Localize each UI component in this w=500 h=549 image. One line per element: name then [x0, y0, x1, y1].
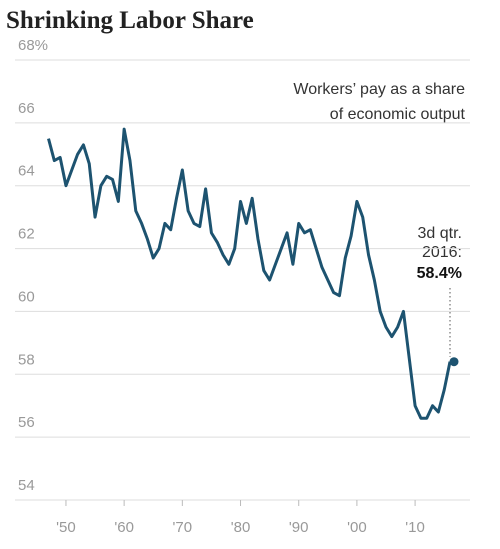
y-tick-label: 62 [18, 226, 35, 243]
y-tick-label: 66 [18, 100, 35, 117]
chart-title: Shrinking Labor Share [6, 7, 254, 34]
end-label: 58.4% [417, 265, 462, 282]
x-tick-label: '50 [56, 519, 76, 536]
annotation: 3d qtr. [418, 225, 462, 242]
annotation: 2016: [422, 244, 462, 261]
annotation: of economic output [330, 106, 466, 123]
y-tick-label: 64 [18, 163, 35, 180]
y-tick-label: 54 [18, 477, 35, 494]
x-tick-label: '10 [405, 519, 425, 536]
y-tick-label: 56 [18, 414, 35, 431]
y-tick-label: 60 [18, 288, 35, 305]
end-point [449, 357, 459, 367]
x-tick-label: '60 [114, 519, 134, 536]
x-tick-label: '80 [231, 519, 251, 536]
x-tick-label: '70 [173, 519, 193, 536]
x-tick-label: '90 [289, 519, 309, 536]
line [47, 127, 452, 420]
y-tick-label: 68% [18, 37, 48, 54]
annotation: Workers’ pay as a share [293, 81, 465, 98]
x-tick-label: '00 [347, 519, 367, 536]
y-tick-label: 58 [18, 351, 35, 368]
